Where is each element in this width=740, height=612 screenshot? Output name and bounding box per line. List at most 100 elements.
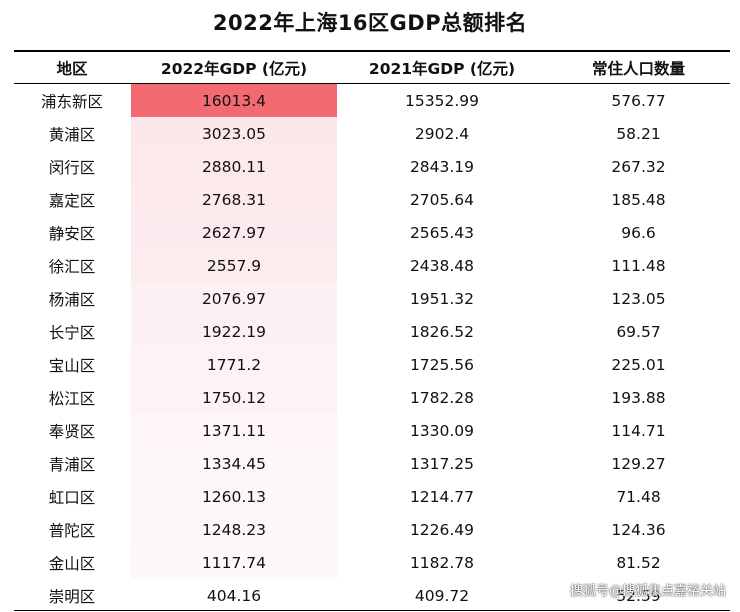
cell-gdp-2022: 2076.97 [201,289,267,308]
page-title: 2022年上海16区GDP总额排名 [212,11,528,35]
cell-population: 96.6 [621,223,656,242]
cell-gdp-2021: 2843.19 [409,157,475,176]
cell-district: 奉贤区 [48,422,96,441]
heat-cell-background [131,546,337,579]
cell-district: 闵行区 [48,158,96,177]
heat-cell-background [131,480,337,513]
header-population: 常住人口数量 [591,59,685,78]
cell-district: 虹口区 [48,488,96,507]
table-top-rule [14,50,730,52]
cell-population: 185.48 [611,190,666,209]
cell-gdp-2021: 1725.56 [409,355,475,374]
heat-cell-background [131,315,337,348]
cell-gdp-2022: 3023.05 [201,124,267,143]
cell-population: 114.71 [611,421,666,440]
heat-cell-background [131,447,337,480]
cell-district: 黄浦区 [48,125,96,144]
cell-gdp-2022: 1117.74 [201,553,267,572]
table-row: 静安区 2627.97 2565.43 96.6 [14,216,730,249]
table-row: 青浦区 1334.45 1317.25 129.27 [14,447,730,480]
cell-gdp-2022: 404.16 [206,586,262,605]
cell-gdp-2021: 2902.4 [414,124,470,143]
cell-population: 576.77 [611,91,666,110]
cell-population: 225.01 [611,355,666,374]
cell-district: 金山区 [48,554,96,573]
cell-district: 静安区 [48,224,96,243]
cell-gdp-2021: 2705.64 [409,190,475,209]
table-row: 嘉定区 2768.31 2705.64 185.48 [14,183,730,216]
heat-cell-background [131,216,337,249]
table-header-row: 地区 2022年GDP (亿元) 2021年GDP (亿元) 常住人口数量 [14,52,730,84]
cell-population: 71.48 [616,487,661,506]
heat-cell-background [131,579,337,612]
cell-district: 崇明区 [48,587,96,606]
table-row: 崇明区 404.16 409.72 52.59 [14,579,730,612]
cell-district: 嘉定区 [48,191,96,210]
cell-gdp-2022: 16013.4 [201,91,267,110]
cell-gdp-2021: 409.72 [414,586,470,605]
cell-gdp-2021: 1226.49 [409,520,475,539]
cell-gdp-2021: 1317.25 [409,454,475,473]
cell-gdp-2021: 1182.78 [409,553,475,572]
cell-population: 124.36 [611,520,666,539]
cell-gdp-2021: 1330.09 [409,421,475,440]
cell-district: 浦东新区 [40,92,103,111]
cell-population: 52.59 [616,586,661,605]
cell-district: 青浦区 [48,455,96,474]
cell-gdp-2021: 1826.52 [409,322,475,341]
cell-gdp-2022: 2557.9 [206,256,262,275]
cell-gdp-2022: 2880.11 [201,157,267,176]
header-gdp-2021: 2021年GDP (亿元) [368,59,516,78]
heat-cell-background [131,381,337,414]
cell-population: 111.48 [611,256,666,275]
cell-district: 长宁区 [48,323,96,342]
table-row: 黄浦区 3023.05 2902.4 58.21 [14,117,730,150]
table-row: 徐汇区 2557.9 2438.48 111.48 [14,249,730,282]
heat-cell-background [131,414,337,447]
heat-cell-background [131,84,337,117]
table-row: 浦东新区 16013.4 15352.99 576.77 [14,84,730,117]
table-row: 闵行区 2880.11 2843.19 267.32 [14,150,730,183]
heat-cell-background [131,249,337,282]
cell-district: 松江区 [48,389,96,408]
header-gdp-2022: 2022年GDP (亿元) [160,59,308,78]
cell-gdp-2022: 1260.13 [201,487,267,506]
cell-gdp-2022: 2627.97 [201,223,267,242]
heat-cell-background [131,183,337,216]
heat-cell-background [131,117,337,150]
cell-gdp-2022: 1771.2 [206,355,262,374]
cell-gdp-2022: 1248.23 [201,520,267,539]
cell-gdp-2021: 15352.99 [405,91,479,110]
table-bottom-rule [14,610,730,611]
heat-cell-background [131,513,337,546]
cell-population: 193.88 [611,388,666,407]
cell-gdp-2021: 1951.32 [409,289,475,308]
cell-district: 杨浦区 [48,290,96,309]
cell-district: 宝山区 [48,356,96,375]
cell-population: 69.57 [616,322,661,341]
cell-gdp-2021: 1782.28 [409,388,475,407]
cell-gdp-2022: 1334.45 [201,454,267,473]
watermark: 搜狐号@搜狐焦点嘉裕关站 [569,584,726,599]
header-district: 地区 [56,59,88,78]
cell-district: 徐汇区 [48,257,96,276]
cell-population: 129.27 [611,454,666,473]
cell-gdp-2022: 1371.11 [201,421,267,440]
table-row: 金山区 1117.74 1182.78 81.52 [14,546,730,579]
table-row: 长宁区 1922.19 1826.52 69.57 [14,315,730,348]
table-row: 杨浦区 2076.97 1951.32 123.05 [14,282,730,315]
cell-district: 普陀区 [48,521,96,540]
cell-gdp-2021: 2438.48 [409,256,475,275]
cell-gdp-2022: 1750.12 [201,388,267,407]
table-row: 宝山区 1771.2 1725.56 225.01 [14,348,730,381]
cell-population: 123.05 [611,289,666,308]
table-row: 普陀区 1248.23 1226.49 124.36 [14,513,730,546]
heat-cell-background [131,150,337,183]
cell-population: 267.32 [611,157,666,176]
cell-gdp-2022: 1922.19 [201,322,267,341]
cell-population: 58.21 [616,124,661,143]
cell-gdp-2021: 2565.43 [409,223,475,242]
cell-gdp-2022: 2768.31 [201,190,267,209]
table-row: 奉贤区 1371.11 1330.09 114.71 [14,414,730,447]
cell-population: 81.52 [616,553,661,572]
